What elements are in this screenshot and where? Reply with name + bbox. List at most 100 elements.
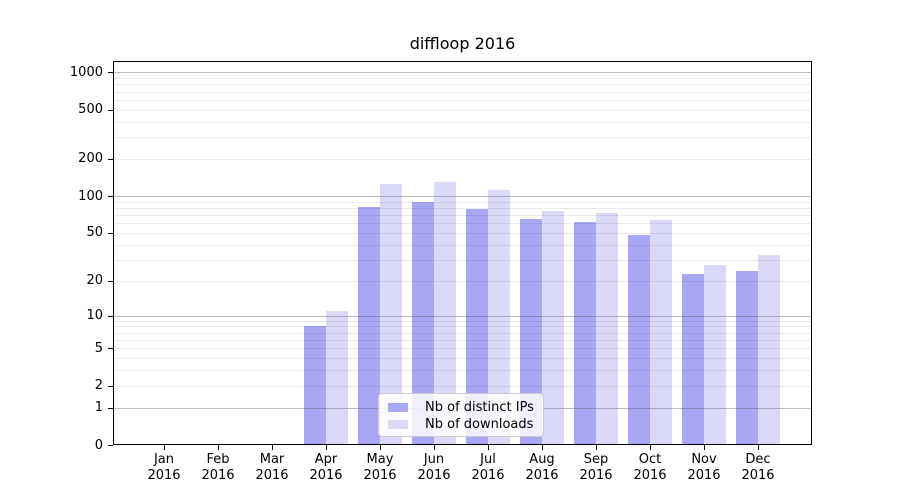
x-tick-mark bbox=[272, 445, 273, 450]
minor-gridline bbox=[113, 370, 812, 372]
bar-ips-sep bbox=[574, 222, 596, 445]
x-tick-label: Mar 2016 bbox=[240, 452, 304, 484]
chart-title: diffloop 2016 bbox=[409, 34, 516, 53]
legend-item-distinct-ips: Nb of distinct IPs bbox=[388, 399, 535, 416]
major-gridline bbox=[113, 72, 812, 74]
legend: Nb of distinct IPs Nb of downloads bbox=[378, 393, 544, 437]
minor-gridline bbox=[113, 332, 812, 334]
y-tick-label: 50 bbox=[86, 225, 103, 241]
x-tick-year: 2016 bbox=[147, 468, 181, 483]
x-tick-label: Feb 2016 bbox=[186, 452, 250, 484]
x-tick-label: Dec 2016 bbox=[726, 452, 790, 484]
minor-gridline bbox=[113, 91, 812, 93]
y-tick-mark bbox=[108, 280, 113, 282]
x-tick-year: 2016 bbox=[525, 468, 559, 483]
minor-gridline bbox=[113, 121, 812, 123]
bar-ips-dec bbox=[736, 271, 758, 445]
x-tick-mark bbox=[596, 445, 597, 450]
x-tick-label: Jan 2016 bbox=[132, 452, 196, 484]
x-tick-mark bbox=[758, 445, 759, 450]
legend-label-downloads: Nb of downloads bbox=[425, 417, 534, 432]
x-tick-mark bbox=[650, 445, 651, 450]
bar-downloads-sep bbox=[596, 212, 618, 445]
bar-ips-aug bbox=[520, 219, 542, 445]
x-tick-year: 2016 bbox=[633, 468, 667, 483]
y-tick-mark bbox=[108, 232, 113, 234]
y-tick-mark bbox=[108, 158, 113, 160]
y-tick-label: 1 bbox=[94, 400, 103, 416]
y-tick-mark bbox=[108, 196, 113, 198]
y-tick-label: 2 bbox=[94, 378, 103, 394]
x-tick-year: 2016 bbox=[363, 468, 397, 483]
y-tick-mark bbox=[108, 348, 113, 350]
bar-ips-oct bbox=[628, 235, 650, 445]
minor-gridline bbox=[113, 207, 812, 209]
x-tick-mark bbox=[164, 445, 165, 450]
bar-downloads-oct bbox=[650, 219, 672, 445]
minor-gridline bbox=[113, 259, 812, 261]
x-tick-label: Oct 2016 bbox=[618, 452, 682, 484]
bar-downloads-may bbox=[380, 184, 402, 445]
x-tick-mark bbox=[218, 445, 219, 450]
plot-area: Nb of distinct IPs Nb of downloads bbox=[113, 61, 812, 445]
y-tick-label: 5 bbox=[94, 340, 103, 356]
y-tick-mark bbox=[108, 315, 113, 317]
x-tick-mark bbox=[326, 445, 327, 450]
minor-gridline bbox=[113, 84, 812, 86]
x-tick-label: May 2016 bbox=[348, 452, 412, 484]
minor-gridline bbox=[113, 385, 812, 387]
y-tick-label: 100 bbox=[78, 188, 103, 204]
bar-ips-jun bbox=[412, 201, 434, 445]
minor-gridline bbox=[113, 215, 812, 217]
x-tick-year: 2016 bbox=[579, 468, 613, 483]
legend-item-downloads: Nb of downloads bbox=[388, 416, 535, 433]
bar-ips-apr bbox=[304, 326, 326, 445]
x-tick-mark bbox=[542, 445, 543, 450]
minor-gridline bbox=[113, 137, 812, 139]
bar-ips-may bbox=[358, 207, 380, 445]
minor-gridline bbox=[113, 158, 812, 160]
x-tick-year: 2016 bbox=[687, 468, 721, 483]
minor-gridline bbox=[113, 340, 812, 342]
y-tick-label: 0 bbox=[94, 437, 103, 453]
minor-gridline bbox=[113, 244, 812, 246]
x-tick-mark bbox=[380, 445, 381, 450]
y-tick-label: 500 bbox=[78, 102, 103, 118]
minor-gridline bbox=[113, 109, 812, 111]
bar-downloads-apr bbox=[326, 310, 348, 445]
bar-ips-nov bbox=[682, 273, 704, 445]
x-tick-mark bbox=[434, 445, 435, 450]
bar-ips-jul bbox=[466, 208, 488, 445]
bar-downloads-dec bbox=[758, 254, 780, 445]
x-tick-label: Aug 2016 bbox=[510, 452, 574, 484]
x-tick-year: 2016 bbox=[201, 468, 235, 483]
x-tick-mark bbox=[488, 445, 489, 450]
x-tick-label: Sep 2016 bbox=[564, 452, 628, 484]
y-tick-label: 20 bbox=[86, 273, 103, 289]
y-tick-label: 200 bbox=[78, 151, 103, 167]
y-tick-mark bbox=[108, 72, 113, 74]
x-tick-year: 2016 bbox=[417, 468, 451, 483]
y-tick-mark bbox=[108, 385, 113, 387]
minor-gridline bbox=[113, 326, 812, 328]
y-tick-mark bbox=[108, 407, 113, 409]
legend-swatch-distinct-ips bbox=[388, 403, 408, 412]
major-gridline bbox=[113, 196, 812, 198]
y-tick-mark bbox=[108, 445, 113, 446]
minor-gridline bbox=[113, 223, 812, 225]
bar-downloads-jul bbox=[488, 190, 510, 445]
x-tick-label: Apr 2016 bbox=[294, 452, 358, 484]
minor-gridline bbox=[113, 348, 812, 350]
minor-gridline bbox=[113, 358, 812, 360]
x-tick-year: 2016 bbox=[309, 468, 343, 483]
x-tick-label: Jul 2016 bbox=[456, 452, 520, 484]
bar-downloads-nov bbox=[704, 265, 726, 445]
x-tick-year: 2016 bbox=[741, 468, 775, 483]
minor-gridline bbox=[113, 78, 812, 80]
bar-downloads-aug bbox=[542, 210, 564, 445]
y-tick-label: 1000 bbox=[69, 64, 103, 80]
x-tick-mark bbox=[704, 445, 705, 450]
minor-gridline bbox=[113, 320, 812, 322]
legend-label-distinct-ips: Nb of distinct IPs bbox=[425, 400, 534, 415]
